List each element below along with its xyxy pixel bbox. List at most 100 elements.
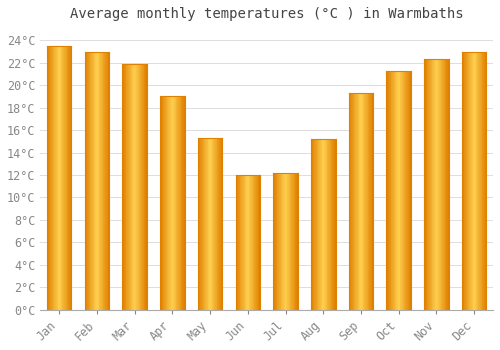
Bar [61, 46, 62, 310]
Bar [394, 71, 396, 310]
Bar [216, 138, 218, 310]
Bar [255, 175, 256, 310]
Bar [365, 93, 366, 310]
Bar [47, 46, 48, 310]
Bar [402, 71, 403, 310]
Bar [482, 51, 483, 310]
Bar [467, 51, 468, 310]
Bar [371, 93, 372, 310]
Bar [205, 138, 206, 310]
Bar [160, 96, 161, 310]
Bar [397, 71, 398, 310]
Bar [105, 51, 106, 310]
Bar [321, 139, 322, 310]
Bar [274, 173, 275, 310]
Bar [102, 51, 104, 310]
Bar [286, 173, 287, 310]
Bar [104, 51, 105, 310]
Bar [60, 46, 61, 310]
Bar [283, 173, 284, 310]
Bar [276, 173, 278, 310]
Bar [406, 71, 407, 310]
Bar [366, 93, 368, 310]
Bar [334, 139, 336, 310]
Bar [282, 173, 283, 310]
Bar [400, 71, 401, 310]
Bar [407, 71, 408, 310]
Bar [352, 93, 353, 310]
Bar [169, 96, 170, 310]
Bar [329, 139, 330, 310]
Bar [314, 139, 315, 310]
Bar [93, 51, 94, 310]
Bar [250, 175, 251, 310]
Bar [65, 46, 66, 310]
Bar [425, 60, 426, 310]
Bar [101, 51, 102, 310]
Bar [311, 139, 312, 310]
Bar [316, 139, 318, 310]
Bar [137, 64, 138, 310]
Bar [350, 93, 351, 310]
Bar [166, 96, 168, 310]
Bar [215, 138, 216, 310]
Bar [66, 46, 68, 310]
Bar [296, 173, 297, 310]
Bar [252, 175, 254, 310]
Bar [48, 46, 50, 310]
Bar [432, 60, 433, 310]
Bar [478, 51, 479, 310]
Bar [248, 175, 250, 310]
Bar [468, 51, 469, 310]
Bar [201, 138, 202, 310]
Bar [280, 173, 281, 310]
Bar [386, 71, 388, 310]
Bar [97, 51, 98, 310]
Bar [404, 71, 406, 310]
Bar [54, 46, 55, 310]
Bar [360, 93, 361, 310]
Bar [401, 71, 402, 310]
Bar [96, 51, 97, 310]
Title: Average monthly temperatures (°C ) in Warmbaths: Average monthly temperatures (°C ) in Wa… [70, 7, 464, 21]
Bar [175, 96, 176, 310]
Bar [257, 175, 258, 310]
Bar [258, 175, 260, 310]
Bar [330, 139, 332, 310]
Bar [133, 64, 134, 310]
Bar [143, 64, 144, 310]
Bar [132, 64, 133, 310]
Bar [256, 175, 257, 310]
Bar [292, 173, 293, 310]
Bar [238, 175, 239, 310]
Bar [297, 173, 298, 310]
Bar [290, 173, 292, 310]
Bar [219, 138, 220, 310]
Bar [294, 173, 296, 310]
Bar [200, 138, 201, 310]
Bar [320, 139, 321, 310]
Bar [356, 93, 357, 310]
Bar [410, 71, 411, 310]
Bar [198, 138, 200, 310]
Bar [426, 60, 428, 310]
Bar [237, 175, 238, 310]
Bar [134, 64, 136, 310]
Bar [68, 46, 69, 310]
Bar [438, 60, 439, 310]
Bar [325, 139, 326, 310]
Bar [50, 46, 51, 310]
Bar [332, 139, 333, 310]
Bar [324, 139, 325, 310]
Bar [485, 51, 486, 310]
Bar [124, 64, 125, 310]
Bar [364, 93, 365, 310]
Bar [351, 93, 352, 310]
Bar [246, 175, 247, 310]
Bar [129, 64, 130, 310]
Bar [180, 96, 182, 310]
Bar [474, 51, 475, 310]
Bar [242, 175, 243, 310]
Bar [370, 93, 371, 310]
Bar [122, 64, 123, 310]
